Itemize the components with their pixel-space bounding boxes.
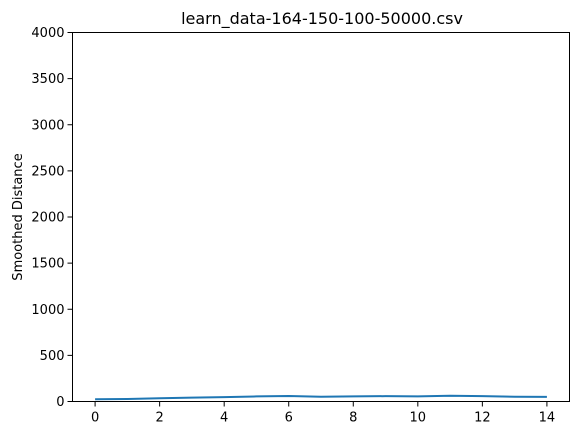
series-line <box>95 394 547 401</box>
x-axis: 0 2 4 6 8 10 12 14 <box>91 401 556 426</box>
y-tick-label: 4000 <box>31 26 64 41</box>
y-tick-label: 2500 <box>31 164 64 179</box>
x-tick-label: 4 <box>220 411 228 426</box>
x-tick-label: 12 <box>474 411 491 426</box>
y-axis-label: Smoothed Distance <box>11 153 26 280</box>
x-tick-label: 10 <box>410 411 427 426</box>
plot-frame <box>72 32 570 402</box>
chart-title: learn_data-164-150-100-50000.csv <box>181 9 463 29</box>
y-tick-label: 2000 <box>31 211 64 226</box>
x-tick-label: 6 <box>285 411 293 426</box>
y-axis: 0 500 1000 1500 2000 2500 3000 3500 4000 <box>31 26 73 410</box>
y-tick-label: 1000 <box>31 303 64 318</box>
x-tick-label: 0 <box>91 411 99 426</box>
x-tick-label: 14 <box>539 411 556 426</box>
x-tick-label: 2 <box>155 411 163 426</box>
plot-area <box>95 394 547 401</box>
x-tick-label: 8 <box>349 411 357 426</box>
y-tick-label: 3000 <box>31 118 64 133</box>
y-tick-label: 500 <box>40 349 65 364</box>
y-tick-label: 1500 <box>31 257 64 272</box>
y-tick-label: 0 <box>56 395 64 410</box>
y-tick-label: 3500 <box>31 72 64 87</box>
